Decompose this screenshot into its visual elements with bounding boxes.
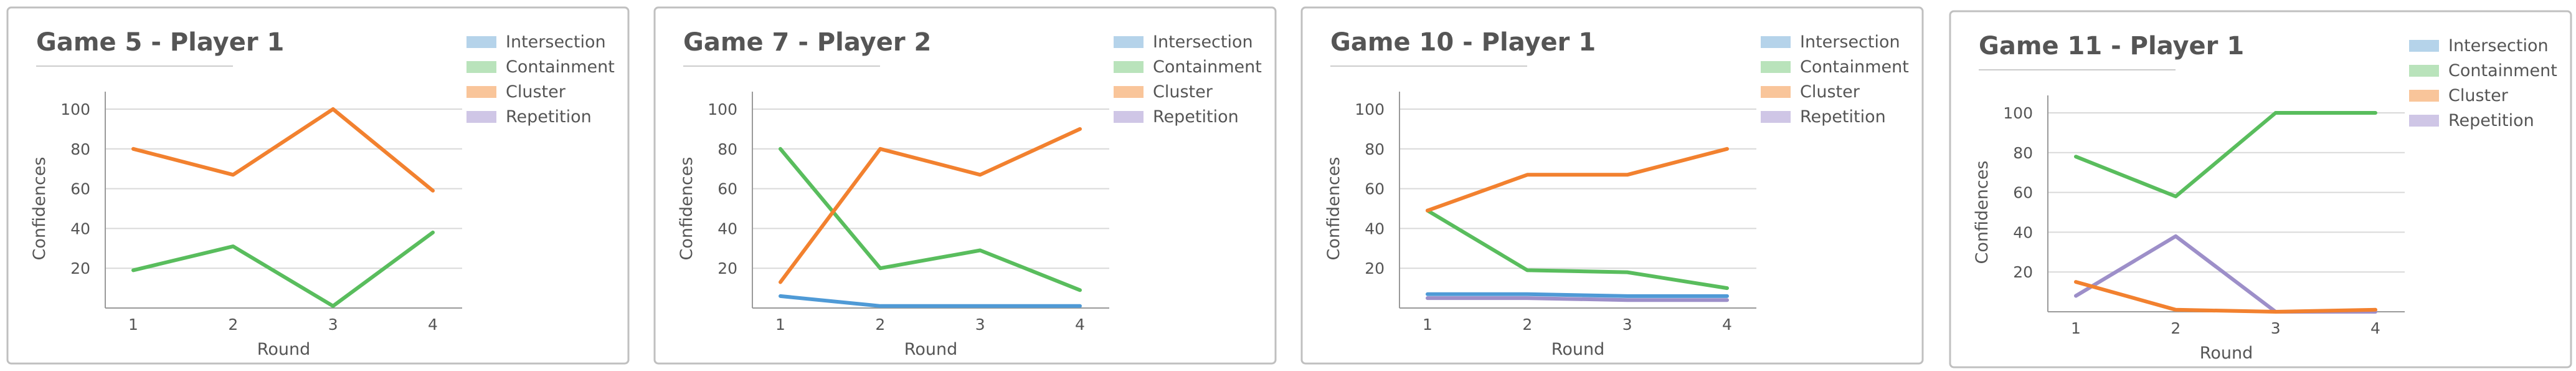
legend-label-cluster: Cluster [1800, 82, 1860, 102]
y-tick-label: 20 [1365, 259, 1385, 277]
chart-panel-4: Game 11 - Player 1 Intersection Containmen… [1949, 10, 2572, 369]
y-tick-label: 60 [70, 180, 90, 198]
legend-label-cluster: Cluster [2448, 86, 2509, 105]
legend-label-intersection: Intersection [1153, 32, 1253, 52]
chart-panel-2: Game 7 - Player 2 Intersection Containment… [653, 6, 1277, 365]
legend-label-cluster: Cluster [506, 82, 566, 102]
chart-title: Game 11 - Player 1 [1979, 32, 2244, 60]
legend-label-repetition: Repetition [1153, 107, 1239, 127]
chart-panel-1: Game 5 - Player 1 Intersection Containment… [6, 6, 630, 365]
legend-label-intersection: Intersection [506, 32, 606, 52]
x-tick-label: 2 [2171, 319, 2181, 337]
y-tick-label: 40 [70, 219, 90, 238]
legend-swatch-intersection [466, 36, 496, 48]
legend-swatch-containment [1114, 61, 1144, 73]
series-line-containment [1426, 208, 1729, 291]
legend-label-repetition: Repetition [1800, 107, 1886, 127]
x-tick-label: 3 [975, 316, 985, 334]
chart-title: Game 7 - Player 2 [683, 28, 931, 57]
legend-swatch-cluster [1761, 86, 1791, 98]
y-tick-label: 80 [70, 140, 90, 158]
series-line-cluster [2074, 280, 2377, 314]
series-line-cluster [1426, 147, 1729, 213]
legend-swatch-repetition [2409, 115, 2439, 127]
x-axis-title: Round [2200, 344, 2253, 363]
y-axis-title: Confidences [30, 157, 49, 261]
legend-label-intersection: Intersection [1800, 32, 1900, 52]
x-tick-label: 4 [2370, 319, 2380, 337]
x-tick-label: 4 [1075, 316, 1085, 334]
legend-label-containment: Containment [2448, 61, 2557, 80]
y-tick-label: 80 [717, 140, 737, 158]
y-tick-label: 40 [717, 219, 737, 238]
chart-title: Game 10 - Player 1 [1330, 28, 1596, 57]
x-tick-label: 3 [1622, 316, 1632, 334]
x-tick-label: 4 [428, 316, 438, 334]
series-line-intersection [1426, 292, 1729, 298]
series-line-intersection [779, 294, 1082, 308]
x-tick-label: 4 [1722, 316, 1732, 334]
legend-label-containment: Containment [1800, 57, 1909, 77]
legend-label-containment: Containment [506, 57, 615, 77]
legend-swatch-repetition [1761, 111, 1791, 123]
legend-swatch-intersection [1761, 36, 1791, 48]
y-tick-label: 60 [717, 180, 737, 198]
legend-swatch-intersection [1114, 36, 1144, 48]
legend-swatch-containment [2409, 65, 2439, 77]
legend-label-containment: Containment [1153, 57, 1262, 77]
y-axis-title: Confidences [1972, 161, 1992, 264]
y-tick-label: 20 [2013, 263, 2033, 281]
y-tick-label: 100 [2003, 104, 2033, 122]
series-line-cluster [779, 127, 1082, 284]
y-tick-label: 80 [1365, 140, 1385, 158]
legend-label-intersection: Intersection [2448, 36, 2549, 55]
series-line-containment [131, 230, 435, 308]
y-tick-label: 40 [1365, 219, 1385, 238]
legend-swatch-cluster [1114, 86, 1144, 98]
x-tick-label: 1 [128, 316, 138, 334]
x-tick-label: 3 [2271, 319, 2281, 337]
y-axis-title: Confidences [677, 157, 696, 261]
chart-title: Game 5 - Player 1 [36, 28, 284, 57]
x-tick-label: 1 [1423, 316, 1432, 334]
x-tick-label: 1 [2071, 319, 2081, 337]
y-tick-label: 80 [2013, 144, 2033, 162]
x-tick-label: 1 [775, 316, 785, 334]
legend-swatch-cluster [466, 86, 496, 98]
y-tick-label: 100 [708, 100, 737, 118]
y-tick-label: 100 [60, 100, 90, 118]
x-tick-label: 2 [1522, 316, 1532, 334]
legend-swatch-intersection [2409, 40, 2439, 52]
y-tick-label: 60 [2013, 184, 2033, 202]
y-tick-label: 20 [717, 259, 737, 277]
y-axis-title: Confidences [1324, 157, 1343, 261]
legend-swatch-repetition [466, 111, 496, 123]
x-tick-label: 3 [328, 316, 338, 334]
series-line-containment [779, 147, 1082, 292]
legend-swatch-containment [1761, 61, 1791, 73]
series-line-repetition [1426, 296, 1729, 302]
legend-swatch-repetition [1114, 111, 1144, 123]
x-axis-title: Round [257, 340, 310, 359]
y-tick-label: 60 [1365, 180, 1385, 198]
series-line-containment [2074, 111, 2377, 198]
legend-swatch-cluster [2409, 90, 2439, 102]
legend-swatch-containment [466, 61, 496, 73]
y-tick-label: 40 [2013, 223, 2033, 241]
series-line-cluster [131, 107, 435, 193]
y-tick-label: 20 [70, 259, 90, 277]
x-tick-label: 2 [875, 316, 885, 334]
y-tick-label: 100 [1355, 100, 1385, 118]
x-axis-title: Round [1551, 340, 1604, 359]
legend-label-cluster: Cluster [1153, 82, 1213, 102]
legend-label-repetition: Repetition [2448, 111, 2534, 130]
x-tick-label: 2 [228, 316, 238, 334]
x-axis-title: Round [904, 340, 957, 359]
legend-label-repetition: Repetition [506, 107, 592, 127]
chart-panel-3: Game 10 - Player 1 Intersection Containmen… [1300, 6, 1924, 365]
